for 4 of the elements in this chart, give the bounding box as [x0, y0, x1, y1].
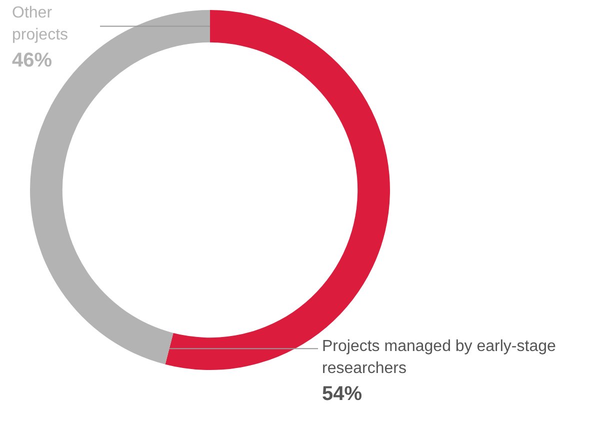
- data-label: 46%: [12, 50, 52, 72]
- slice-label: Other projects: [12, 4, 68, 44]
- data-label: 54%: [322, 383, 362, 406]
- slice-label: Projects managed by early-stage researchers: [322, 338, 556, 378]
